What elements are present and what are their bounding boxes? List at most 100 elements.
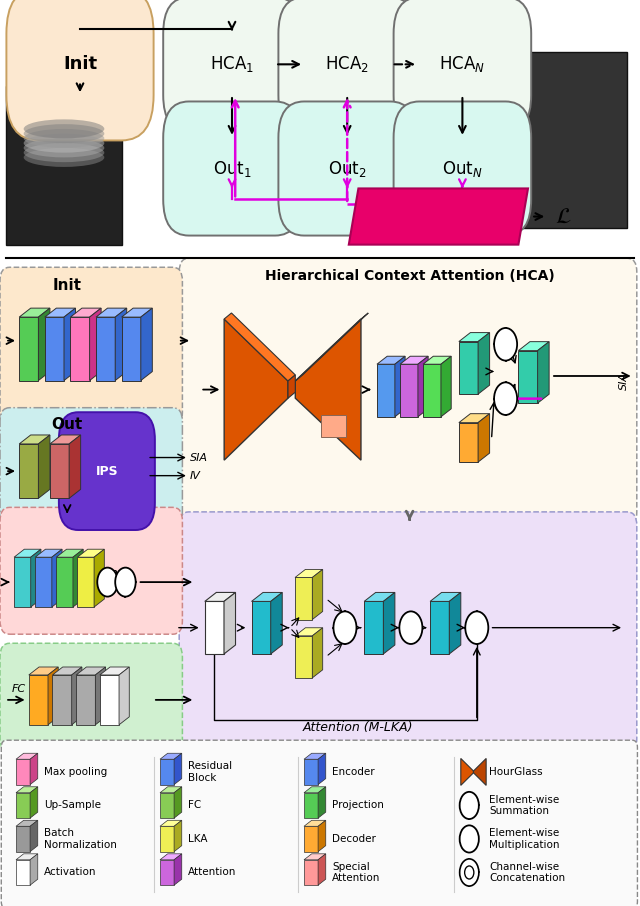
Polygon shape — [100, 675, 119, 725]
Polygon shape — [364, 593, 395, 602]
Text: Decoder: Decoder — [332, 834, 376, 844]
Text: Hierarchical Context Attention (HCA): Hierarchical Context Attention (HCA) — [265, 269, 554, 284]
Polygon shape — [318, 853, 326, 885]
FancyBboxPatch shape — [59, 412, 155, 530]
Polygon shape — [318, 753, 326, 785]
Text: Encoder: Encoder — [332, 766, 375, 777]
Ellipse shape — [24, 120, 104, 139]
Polygon shape — [19, 444, 38, 498]
Polygon shape — [400, 364, 418, 417]
Text: Special
Attention: Special Attention — [332, 862, 381, 883]
Polygon shape — [224, 313, 295, 381]
Polygon shape — [100, 667, 129, 675]
Circle shape — [460, 792, 479, 819]
Circle shape — [399, 612, 422, 644]
Ellipse shape — [24, 133, 104, 153]
Text: HCA$_2$: HCA$_2$ — [325, 54, 369, 74]
FancyBboxPatch shape — [506, 52, 627, 228]
Polygon shape — [304, 853, 326, 860]
FancyBboxPatch shape — [163, 101, 301, 236]
Polygon shape — [160, 753, 182, 759]
Polygon shape — [518, 351, 538, 403]
Polygon shape — [90, 308, 101, 381]
Polygon shape — [318, 786, 326, 818]
Polygon shape — [29, 675, 48, 725]
Ellipse shape — [24, 139, 104, 158]
Text: Out$_N$: Out$_N$ — [442, 159, 483, 178]
Text: Init: Init — [52, 278, 82, 293]
FancyBboxPatch shape — [163, 0, 301, 131]
Polygon shape — [76, 667, 106, 675]
Polygon shape — [16, 853, 38, 860]
Polygon shape — [160, 786, 182, 793]
Polygon shape — [160, 793, 174, 818]
Polygon shape — [321, 415, 346, 437]
Polygon shape — [430, 602, 449, 654]
Polygon shape — [160, 759, 174, 785]
Polygon shape — [304, 786, 326, 793]
FancyBboxPatch shape — [6, 0, 154, 140]
Polygon shape — [459, 333, 490, 342]
Circle shape — [97, 567, 118, 596]
Polygon shape — [160, 820, 182, 826]
Circle shape — [494, 328, 517, 361]
Polygon shape — [474, 758, 486, 786]
Polygon shape — [14, 557, 31, 607]
Polygon shape — [538, 342, 549, 403]
Ellipse shape — [24, 143, 104, 162]
Text: FC: FC — [12, 684, 26, 694]
FancyBboxPatch shape — [394, 0, 531, 131]
Polygon shape — [56, 549, 83, 557]
Polygon shape — [16, 826, 30, 852]
Polygon shape — [72, 667, 82, 725]
Polygon shape — [304, 820, 326, 826]
Polygon shape — [16, 860, 30, 885]
Polygon shape — [174, 820, 182, 852]
Polygon shape — [224, 319, 288, 460]
Polygon shape — [119, 667, 129, 725]
Ellipse shape — [24, 129, 104, 148]
Polygon shape — [30, 853, 38, 885]
Polygon shape — [459, 414, 490, 422]
Polygon shape — [30, 820, 38, 852]
Text: LKA: LKA — [188, 834, 207, 844]
Circle shape — [494, 382, 517, 415]
Circle shape — [115, 567, 136, 596]
Polygon shape — [38, 308, 50, 381]
Polygon shape — [383, 593, 395, 654]
Text: IPS: IPS — [95, 465, 118, 477]
Polygon shape — [45, 317, 64, 381]
FancyBboxPatch shape — [0, 408, 182, 525]
Polygon shape — [364, 602, 383, 654]
Text: Activation: Activation — [44, 867, 97, 878]
Polygon shape — [35, 549, 62, 557]
Polygon shape — [94, 549, 104, 607]
Polygon shape — [50, 444, 69, 498]
Polygon shape — [423, 364, 441, 417]
Circle shape — [460, 859, 479, 886]
Polygon shape — [77, 549, 104, 557]
Polygon shape — [459, 342, 478, 394]
Text: SIA: SIA — [190, 452, 208, 463]
Polygon shape — [304, 860, 318, 885]
FancyBboxPatch shape — [0, 267, 182, 426]
Polygon shape — [160, 860, 174, 885]
Polygon shape — [69, 435, 81, 498]
Polygon shape — [224, 593, 236, 654]
Polygon shape — [478, 414, 490, 462]
Polygon shape — [30, 753, 38, 785]
Polygon shape — [295, 313, 368, 381]
Polygon shape — [35, 557, 52, 607]
Ellipse shape — [24, 124, 104, 143]
Polygon shape — [52, 667, 82, 675]
Circle shape — [333, 612, 356, 644]
Polygon shape — [459, 422, 478, 462]
Polygon shape — [271, 593, 282, 654]
Text: Max pooling: Max pooling — [44, 766, 108, 777]
Polygon shape — [19, 435, 50, 444]
Polygon shape — [304, 826, 318, 852]
Polygon shape — [441, 356, 451, 417]
Text: FC: FC — [188, 800, 202, 811]
Polygon shape — [96, 317, 115, 381]
Polygon shape — [295, 628, 323, 636]
